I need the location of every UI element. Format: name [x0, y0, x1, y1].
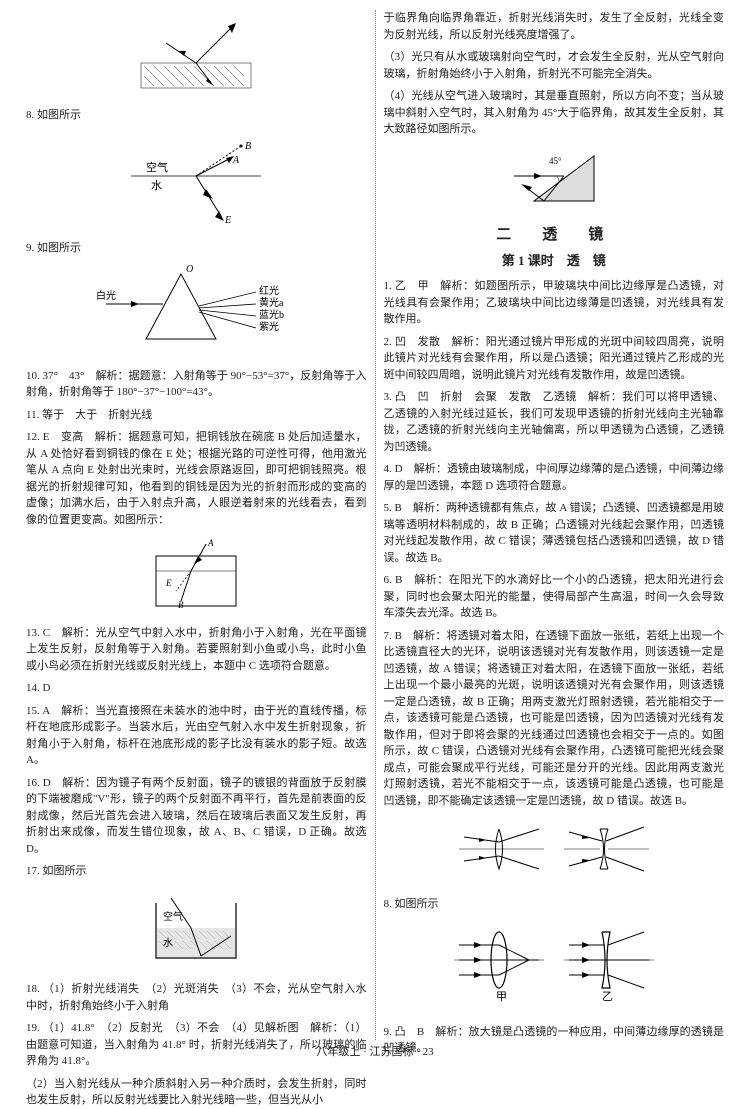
- q10: 10. 37° 43° 解析：据题意：入射角等于 90°−53°=37°，反射角…: [26, 368, 367, 401]
- a1: 1. 乙 甲 解析：如题图所示，甲玻璃块中间比边缘厚是凸透镜，对光线具有会聚作用…: [384, 278, 725, 328]
- svg-text:E: E: [165, 578, 172, 588]
- a5: 5. B 解析：两种透镜都有焦点，故 A 错误；凸透镜、凹透镜都是用玻璃等透明材…: [384, 500, 725, 566]
- svg-text:白光: 白光: [96, 289, 116, 302]
- svg-text:甲: 甲: [496, 991, 507, 1003]
- section-title: 二 透 镜: [384, 224, 725, 247]
- cont2: （3）光只有从水或玻璃射向空气时，才会发生全反射，光从空气射向玻璃，折射角始终小…: [384, 49, 725, 82]
- diagram-q8: B A E 空气 水: [26, 131, 367, 232]
- q13: 13. C 解析：光从空气中射入水中，折射角小于入射角，光在平面镜上发生反射，反…: [26, 625, 367, 675]
- q9: 9. 如图所示: [26, 240, 367, 257]
- a7: 7. B 解析：将透镜对着太阳，在透镜下面放一张纸，若纸上出现一个比透镜直径大的…: [384, 628, 725, 810]
- diagram-a8: 甲 乙: [384, 920, 725, 1016]
- diagram-a7: [384, 817, 725, 888]
- svg-text:A: A: [207, 538, 214, 548]
- diagram-cont3: 45°: [384, 146, 725, 217]
- q16: 16. D 解析：因为镜子有两个反射面，镜子的镀银的背面放于反射膜的下端被磨成"…: [26, 775, 367, 858]
- a6: 6. B 解析：在阳光下的水滴好比一个小的凸透镜，把太阳光进行会聚，同时也会聚太…: [384, 572, 725, 622]
- diagram-q12: A E B: [26, 536, 367, 617]
- diagram-q17: 空气 水: [26, 888, 367, 974]
- q11: 11. 等于 大于 折射光线: [26, 407, 367, 424]
- cont3: （4）光线从空气进入玻璃时，其是垂直照射，所以方向不变；当从玻璃中斜射入空气时，…: [384, 88, 725, 138]
- a2: 2. 凹 发散 解析：阳光通过镜片甲形成的光斑中间较四周亮，说明此镜片对光线有会…: [384, 334, 725, 384]
- q19b: （2）当入射光线从一种介质斜射入另一种介质时，会发生折射，同时也发生反射，所以反…: [26, 1076, 367, 1109]
- q15: 15. A 解析：当光直接照在未装水的池中时，由于光的直线传播，标杆在地底形成影…: [26, 703, 367, 769]
- q12: 12. E 变高 解析：据题意可知，把铜钱放在碗底 B 处后加适量水，从 A 处…: [26, 429, 367, 528]
- a3: 3. 凸 凹 折射 会聚 发散 乙透镜 解析：我们可以将甲透镜、乙透镜的入射光线…: [384, 389, 725, 455]
- svg-text:B: B: [178, 600, 184, 610]
- q8: 8. 如图所示: [26, 107, 367, 124]
- svg-text:空气: 空气: [163, 910, 183, 923]
- svg-text:乙: 乙: [602, 990, 613, 1003]
- lesson-title: 第 1 课时 透 镜: [384, 251, 725, 271]
- svg-text:蓝光b: 蓝光b: [259, 308, 284, 321]
- svg-text:O: O: [186, 264, 193, 275]
- left-column: 8. 如图所示 B A E 空气 水 9. 如图所示 白光 O 红光 黄光a 蓝…: [18, 10, 376, 1040]
- svg-text:45°: 45°: [549, 156, 562, 166]
- svg-text:红光: 红光: [259, 284, 279, 297]
- svg-text:水: 水: [163, 937, 173, 949]
- svg-text:黄光a: 黄光a: [259, 296, 284, 309]
- svg-text:B: B: [245, 141, 251, 152]
- a4: 4. D 解析：透镜由玻璃制成，中间厚边缘薄的是凸透镜，中间薄边缘厚的是凹透镜，…: [384, 461, 725, 494]
- diagram-q7-top: [26, 18, 367, 99]
- svg-text:A: A: [232, 155, 240, 166]
- diagram-q9: 白光 O 红光 黄光a 蓝光b 紫光: [26, 264, 367, 360]
- a8: 8. 如图所示: [384, 896, 725, 913]
- right-column: 于临界角向临界角靠近，折射光线消失时，发生了全反射，光线全变为反射光线，所以反射…: [376, 10, 733, 1040]
- q14: 14. D: [26, 680, 367, 697]
- cont1: 于临界角向临界角靠近，折射光线消失时，发生了全反射，光线全变为反射光线，所以反射…: [384, 10, 725, 43]
- svg-text:水: 水: [151, 179, 162, 192]
- svg-text:紫光: 紫光: [259, 320, 279, 333]
- q18: 18. （1）折射光线消失 （2）光斑消失 （3）不会，光从空气射入水中时，折射…: [26, 981, 367, 1014]
- a9: 9. 凸 B 解析：放大镜是凸透镜的一种应用，中间薄边缘厚的透镜是凹透镜。: [384, 1024, 725, 1057]
- svg-text:空气: 空气: [146, 160, 168, 174]
- svg-text:E: E: [224, 215, 231, 226]
- q17: 17. 如图所示: [26, 863, 367, 880]
